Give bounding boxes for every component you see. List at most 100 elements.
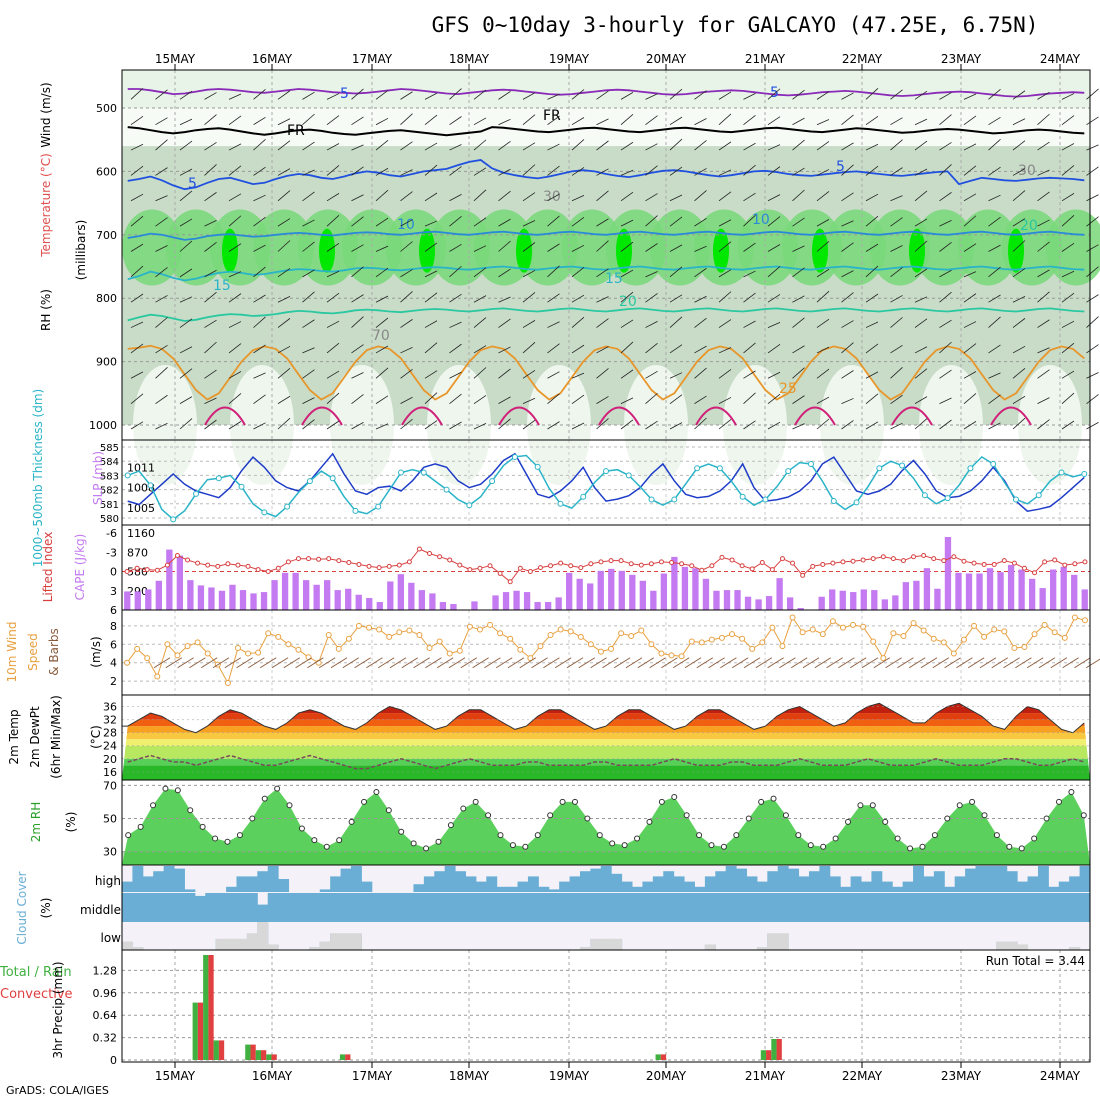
upper-wind-barb [1086,316,1099,328]
wind10m-point [537,643,544,650]
precip-unit-label: 3hr Precip (mm) [51,961,65,1058]
thickness-point [807,461,814,468]
rh2m-point [820,843,827,850]
temp-tick-label: 32 [103,714,117,727]
upper-wind-barb [694,367,707,379]
rh2m-point [460,805,467,812]
precip-panel-frame [121,949,1091,1063]
upper-wind-barb [792,139,805,151]
upper-wind-barb [522,320,536,328]
cape-bar [881,599,888,610]
cloud-bar [236,876,248,892]
upper-wind-barb [498,318,511,328]
precip-total-bar [255,1050,261,1060]
cloud-bar [621,881,633,892]
upper-wind-barb [1061,270,1075,278]
rh2m-point [993,832,1000,839]
upper-wind-barb [204,164,217,176]
cape-bar [892,595,899,610]
upper-wind-barb [253,138,266,151]
cape-bar [681,566,689,610]
lifted-index-point [729,557,735,563]
contour-label: 15 [605,271,623,287]
upper-wind-barb [914,140,928,151]
wind10m-barb [212,657,230,669]
lifted-index-point [638,562,644,568]
upper-wind-barb [130,215,144,227]
cloud-bar [132,893,144,922]
run-total-label: Run Total = 3.44 [986,954,1085,968]
rh2m-point [361,798,367,805]
precip-total-bar [266,1054,272,1060]
wind10m-point [597,648,604,655]
wind10m-point [224,680,231,687]
wind10m-point [255,649,262,656]
precip-total-label: Total / Rain [0,965,72,980]
upper-wind-barb [645,293,658,303]
upper-wind-barb [1061,242,1075,252]
top-date-label: 22MAY [842,52,883,66]
lifted-index-point [568,563,574,569]
lifted-index-point [285,559,291,565]
temp-tick-label: 36 [103,701,117,714]
upper-wind-barb [155,317,168,328]
upper-wind-barb [547,165,560,176]
rh2m-point [373,788,380,795]
cape-bar [229,584,236,610]
wind-tick-label: 4 [110,657,117,670]
cloud-bar [350,893,362,922]
cloud-low-bar [350,933,362,950]
lifted-index-point [900,558,906,564]
upper-wind-barb [792,217,805,227]
wind10m-point [648,641,655,648]
lifted-index-point [961,558,967,564]
wind10m-barb [720,657,737,669]
upper-wind-barb [522,292,536,303]
wind10m-barb [1038,657,1056,669]
upper-wind-barb [179,396,193,404]
upper-wind-barb [767,322,781,328]
cape-bar [934,588,941,610]
upper-wind-barb [792,167,805,176]
upper-wind-barb [571,266,585,278]
lifted-index-point [880,554,886,560]
wind10m-barb [531,657,548,669]
lifted-index-point [1001,558,1007,564]
cloud-bar [590,893,602,922]
upper-wind-barb [571,217,585,227]
lifted-index-point [558,560,564,566]
upper-wind-barb [718,369,732,379]
wind10m-point [759,639,766,646]
upper-wind-barb [375,217,389,227]
upper-wind-barb [1012,296,1026,303]
upper-wind-barb [449,194,462,202]
upper-wind-barb [792,245,805,252]
upper-wind-barb [473,267,487,278]
cloud-bar [132,866,144,892]
lifted-index-point [487,563,493,569]
lifted-index-point [689,563,695,569]
upper-wind-barb [767,166,781,176]
upper-wind-barb [400,269,413,278]
cloud-bar [590,868,602,892]
upper-wind-barb [326,392,340,404]
upper-wind-barb [547,393,560,404]
cloud-bar [278,879,290,892]
upper-wind-barb [253,166,266,176]
lifted-index-point [679,561,685,567]
cape-bar [850,592,857,610]
wind10m-barb [271,657,289,669]
cape-bar [692,568,699,610]
wind10m-point [204,650,211,657]
rh2m-point [832,835,839,842]
upper-wind-barb [473,395,487,404]
upper-wind-barb [792,423,805,430]
lifted-index-point [164,562,170,568]
cloud-bar [808,893,820,922]
upper-wind-barb [694,90,707,100]
cloud-bar [704,893,716,922]
precip-tick-label: 0 [110,1054,117,1067]
cloud-bar [246,893,258,922]
top-date-label: 21MAY [745,52,786,66]
wind10m-point [124,659,131,666]
